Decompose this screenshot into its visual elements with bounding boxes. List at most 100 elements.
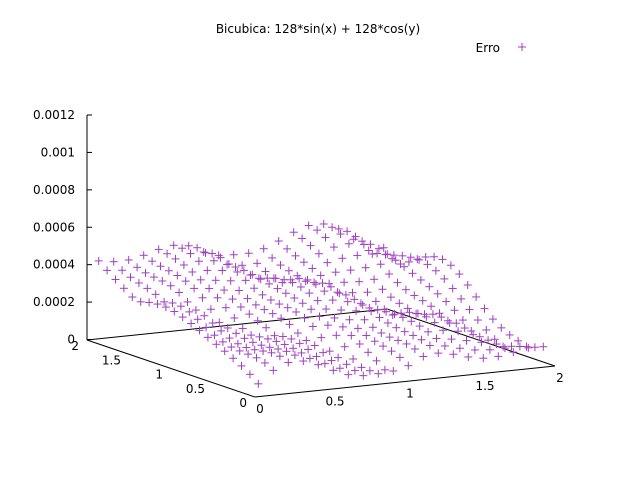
data-point: [188, 267, 197, 276]
data-point: [227, 343, 236, 352]
data-point: [261, 267, 270, 276]
y-tick-label: 0: [239, 396, 247, 410]
data-point: [213, 293, 222, 302]
data-point: [313, 296, 322, 305]
data-point: [381, 250, 390, 259]
data-point: [252, 353, 261, 362]
data-point: [490, 335, 499, 344]
data-point: [472, 292, 481, 301]
data-point: [380, 365, 389, 374]
data-point: [260, 305, 269, 314]
data-point: [190, 284, 199, 293]
data-point: [318, 279, 327, 288]
data-point: [488, 315, 497, 324]
data-point: [346, 266, 355, 275]
data-point: [322, 305, 331, 314]
data-point: [228, 295, 237, 304]
data-point: [447, 335, 456, 344]
data-point: [462, 336, 471, 345]
data-point: [337, 306, 346, 315]
data-point: [352, 306, 361, 315]
data-point: [201, 248, 210, 257]
data-point: [265, 343, 274, 352]
data-point: [443, 316, 452, 325]
data-point: [260, 358, 269, 367]
data-point: [273, 284, 282, 293]
x-axis-line: [254, 365, 556, 398]
x-tick-label: 1: [406, 387, 414, 401]
data-point: [233, 339, 242, 348]
data-point: [208, 249, 217, 258]
data-point: [289, 228, 298, 237]
z-tick-label: 0.0002: [33, 295, 75, 309]
data-point: [316, 271, 325, 280]
data-point: [251, 300, 260, 309]
data-point: [217, 326, 226, 335]
data-point: [383, 318, 392, 327]
data-point: [465, 305, 474, 314]
data-point: [388, 310, 397, 319]
data-point: [438, 255, 447, 264]
data-point: [333, 288, 342, 297]
data-point: [370, 275, 379, 284]
data-point: [119, 284, 128, 293]
data-point: [186, 249, 195, 258]
data-point: [151, 290, 160, 299]
data-point: [268, 309, 277, 318]
data-point: [505, 330, 514, 339]
data-point: [335, 289, 344, 298]
data-points: [94, 219, 548, 388]
data-point: [291, 251, 300, 260]
data-point: [524, 343, 533, 352]
data-point: [284, 358, 293, 367]
data-point: [274, 237, 283, 246]
data-point: [334, 353, 343, 362]
data-point: [238, 261, 247, 270]
data-point: [306, 241, 315, 250]
data-point: [315, 312, 324, 321]
data-point: [360, 315, 369, 324]
z-tick-label: 0.001: [41, 145, 75, 159]
data-point: [284, 266, 293, 275]
data-point: [247, 331, 256, 340]
data-point: [440, 341, 449, 350]
data-point: [295, 339, 304, 348]
data-point: [310, 341, 319, 350]
data-point: [402, 339, 411, 348]
data-point: [467, 326, 476, 335]
data-point: [94, 256, 103, 265]
x-tick-label: 2: [556, 371, 564, 385]
data-point: [379, 243, 388, 252]
data-point: [359, 371, 368, 380]
data-point: [254, 379, 263, 388]
data-point: [149, 273, 158, 282]
data-point: [203, 333, 212, 342]
data-point: [374, 369, 383, 378]
data-point: [335, 364, 344, 373]
data-point: [455, 270, 464, 279]
data-point: [250, 284, 259, 293]
data-point: [179, 260, 188, 269]
data-point: [166, 281, 175, 290]
data-point: [371, 297, 380, 306]
data-point: [342, 360, 351, 369]
data-point: [377, 329, 386, 338]
data-point: [350, 295, 359, 304]
data-point: [395, 299, 404, 308]
data-point: [457, 294, 466, 303]
data-point: [275, 300, 284, 309]
data-point: [193, 315, 202, 324]
data-point: [175, 288, 184, 297]
data-point: [293, 329, 302, 338]
data-point: [111, 275, 120, 284]
data-point: [325, 347, 334, 356]
data-point: [434, 349, 443, 358]
data-point: [416, 275, 425, 284]
data-point: [154, 245, 163, 254]
data-point: [539, 342, 548, 351]
data-point: [307, 305, 316, 314]
data-point: [415, 255, 424, 264]
data-point: [286, 275, 295, 284]
data-point: [343, 227, 352, 236]
data-point: [367, 307, 376, 316]
